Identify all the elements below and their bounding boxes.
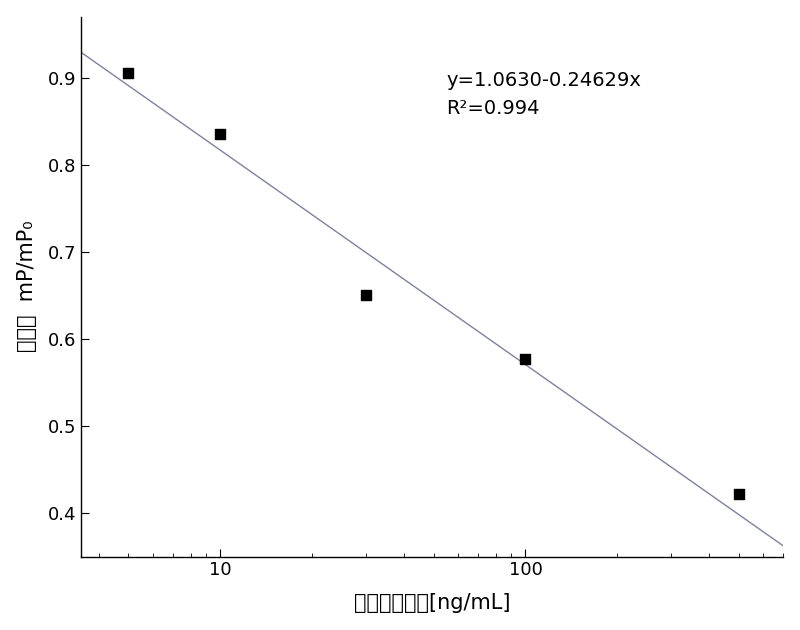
Point [359,290,372,301]
Point [214,129,226,139]
Point [732,489,745,499]
X-axis label: 沙拉沙星浓度[ng/mL]: 沙拉沙星浓度[ng/mL] [354,593,510,614]
Point [122,68,135,78]
Text: y=1.0630-0.24629x
R²=0.994: y=1.0630-0.24629x R²=0.994 [446,71,641,118]
Y-axis label: 偏振值  mP/mP₀: 偏振值 mP/mP₀ [17,220,37,352]
Point [519,354,532,364]
